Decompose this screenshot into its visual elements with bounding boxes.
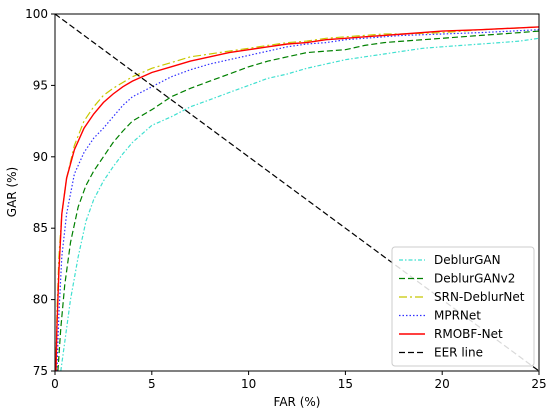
x-axis-label: FAR (%): [274, 395, 321, 409]
y-tick-label: 95: [33, 78, 48, 92]
legend-label-deblurgan: DeblurGAN: [434, 253, 501, 267]
series-line-srn-deblurnet: [55, 26, 539, 371]
y-tick-label: 80: [33, 293, 48, 307]
legend-label-srn-deblurnet: SRN-DeblurNet: [434, 290, 525, 304]
series-line-eer-line: [55, 14, 539, 371]
x-tick-label: 20: [435, 377, 450, 391]
legend-label-mprnet: MPRNet: [434, 309, 481, 323]
x-tick-label: 0: [51, 377, 59, 391]
series-layer: [55, 14, 539, 371]
ticks-layer: 0 5 10 15 20 25 75 80 85 90 95 100: [25, 7, 547, 391]
series-line-deblurgan: [60, 37, 539, 371]
legend: DeblurGAN DeblurGANv2 SRN-DeblurNet MPRNet R…: [391, 246, 535, 367]
y-tick-label: 90: [33, 150, 48, 164]
series-line-mprnet: [56, 29, 539, 371]
plot-frame: [54, 13, 540, 372]
series-line-deblurganv2: [57, 30, 539, 371]
x-tick-label: 5: [148, 377, 156, 391]
x-tick-label: 25: [531, 377, 546, 391]
x-tick-label: 10: [241, 377, 256, 391]
series-line-rmobf-net: [55, 26, 539, 371]
legend-label-eer-line: EER line: [434, 346, 483, 360]
y-tick-label: 100: [25, 7, 48, 21]
legend-label-deblurganv2: DeblurGANv2: [434, 272, 515, 286]
y-tick-label: 75: [33, 364, 48, 378]
y-tick-label: 85: [33, 221, 48, 235]
x-tick-label: 15: [338, 377, 353, 391]
legend-label-rmobf-net: RMOBF-Net: [434, 327, 503, 341]
legend-box: [391, 246, 535, 367]
y-axis-label: GAR (%): [5, 167, 19, 217]
